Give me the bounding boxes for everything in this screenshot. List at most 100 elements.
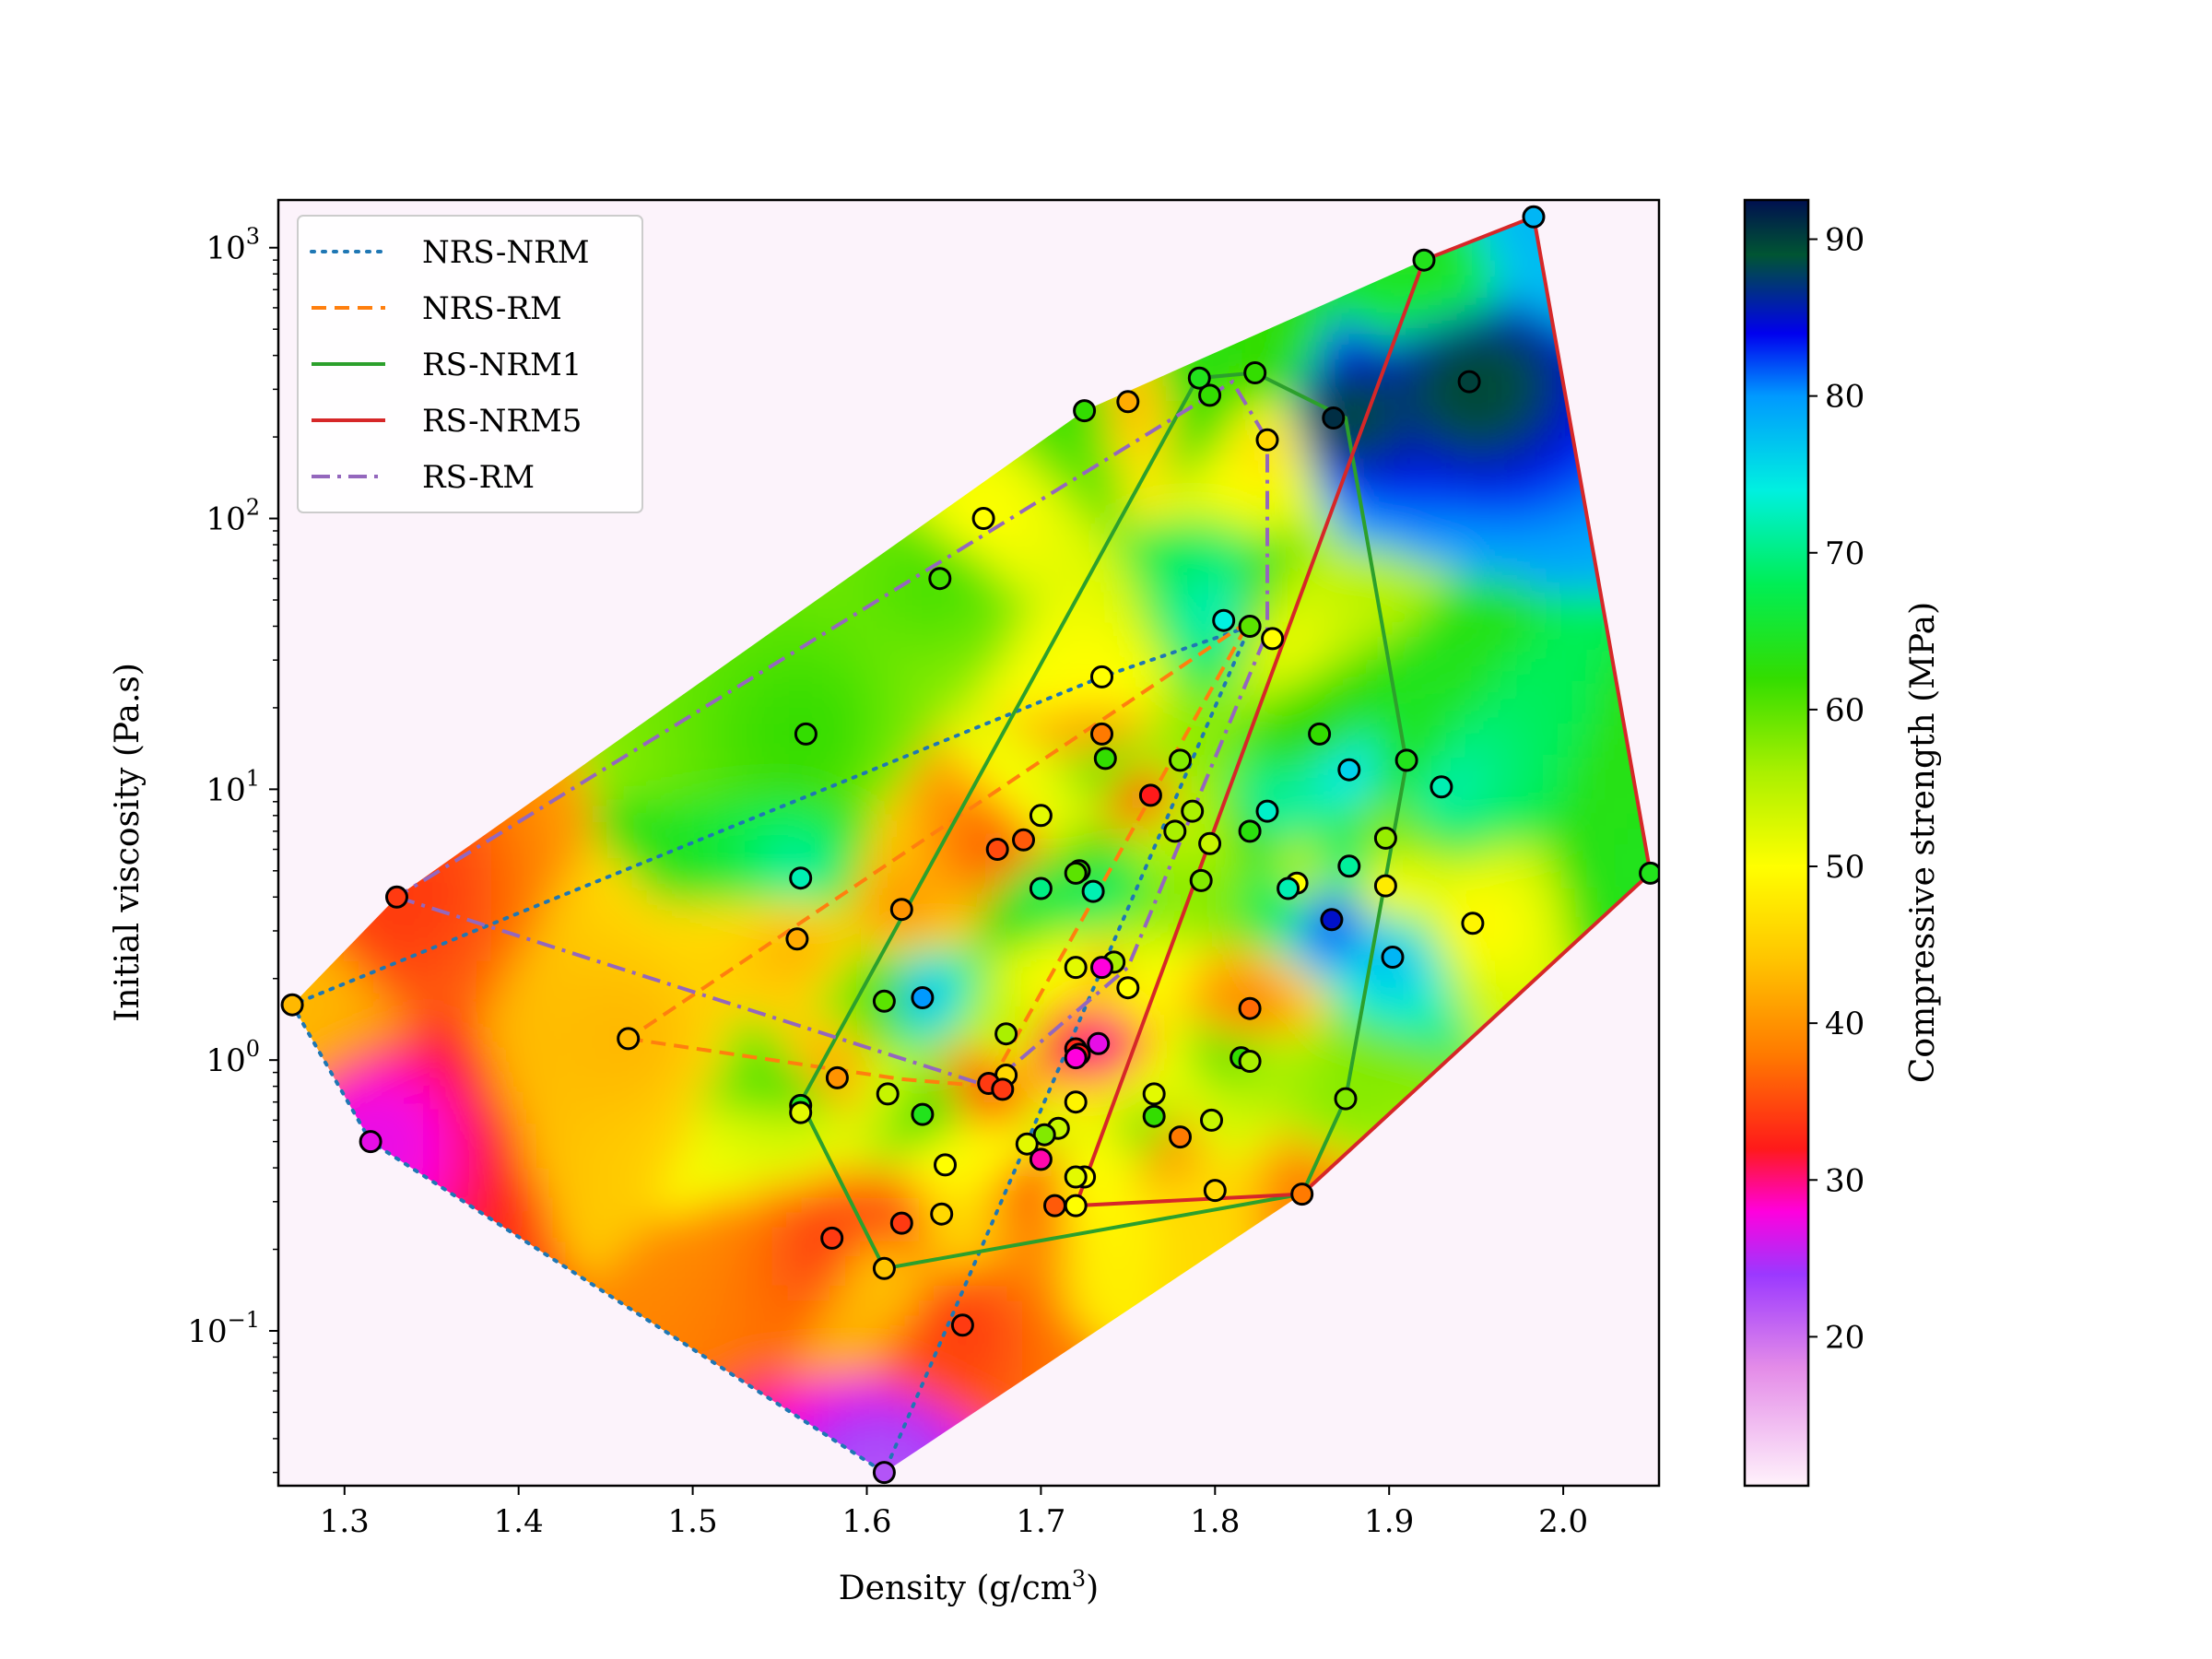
legend-label-rs-nrm5: RS-NRM5 [422,403,582,440]
y-tick-label: 100 [206,1036,260,1079]
data-point [1198,383,1222,407]
data-point [1412,248,1436,272]
x-tick-label: 1.8 [1190,1503,1240,1540]
data-point [785,927,809,951]
y-tick-label: 103 [206,224,260,267]
data-point [359,1130,382,1154]
x-tick-label: 1.4 [494,1503,544,1540]
data-point [1116,976,1140,1000]
data-point [1277,877,1300,900]
data-point [789,1100,813,1124]
data-point [1373,874,1397,898]
data-point [1203,1179,1227,1203]
y-tick-label: 101 [206,765,260,808]
data-point [876,1082,900,1106]
x-axis: 1.3 1.4 1.5 1.6 1.7 1.8 1.9 2.0 [320,1486,1588,1540]
data-point [1029,1147,1053,1171]
data-point [1255,799,1279,823]
data-point [1012,828,1035,852]
x-tick-label: 1.9 [1364,1503,1414,1540]
data-point [1015,1132,1039,1156]
data-point [1064,1165,1088,1189]
data-point [1243,361,1267,384]
data-point [1394,748,1418,772]
colorbar-tick-label: 70 [1825,535,1865,572]
data-point [1064,861,1088,885]
data-point [280,993,304,1017]
data-point [794,722,818,746]
data-point [1457,370,1481,394]
colorbar-tick-label: 30 [1825,1162,1865,1199]
colorbar-tick-label: 20 [1825,1319,1865,1356]
data-point [872,1256,896,1280]
data-point [1081,879,1105,903]
data-point [1238,1050,1262,1073]
hull-line-rs-rm [395,379,1269,1088]
data-point [1373,826,1397,850]
data-point [1064,1090,1088,1114]
data-point [1320,908,1344,932]
data-point [872,1461,896,1485]
data-point [950,1313,974,1337]
data-point [1198,831,1222,855]
data-point [820,1226,844,1250]
y-tick-label: 10−1 [187,1307,260,1350]
data-point [911,986,935,1009]
data-point [1639,861,1659,885]
colorbar-scale [1743,198,1810,1488]
data-point [1381,946,1405,969]
data-point [1064,1046,1088,1070]
colorbar-title: Compressive strength (MPa) [1904,602,1942,1083]
x-tick-label: 1.7 [1016,1503,1065,1540]
data-point [1238,819,1262,843]
data-point [1032,1123,1056,1147]
x-tick-label: 2.0 [1538,1503,1588,1540]
colorbar-tick-label: 50 [1825,849,1865,886]
data-point [1073,399,1097,423]
data-point [1093,747,1117,771]
colorbar-tick-label: 90 [1825,222,1865,259]
data-point [385,885,408,909]
x-axis-title: Density (g/cm3) [839,1566,1099,1607]
data-point [1308,722,1332,746]
colorbar-tick-label: 40 [1825,1006,1865,1042]
data-point [1238,615,1262,638]
data-point [1087,1031,1111,1055]
data-point [985,838,1009,861]
data-point [1187,366,1211,390]
data-point [991,1077,1015,1101]
data-point [1181,799,1205,823]
data-point [971,507,995,530]
data-point [1029,877,1053,900]
data-point [1322,406,1346,429]
data-point [1163,819,1187,843]
data-point [911,1102,935,1126]
y-axis: 10−1 100 101 102 103 [187,224,278,1474]
colorbar: 20 30 40 50 60 70 80 90 Compressive strength (M… [1743,198,1942,1488]
data-point [1238,996,1262,1020]
data-point [1337,758,1361,782]
legend: NRS-NRM NRS-RM RS-NRM1 RS-NRM5 RS-RM [297,215,643,513]
hull-line-rs-nrm5 [1074,214,1653,1208]
data-point [1138,783,1162,807]
data-point [1064,956,1088,980]
legend-label-rs-nrm1: RS-NRM1 [422,347,582,383]
data-point [1169,748,1192,772]
data-point [1200,1108,1223,1132]
data-point [617,1027,641,1051]
x-tick-label: 1.5 [668,1503,718,1540]
data-point [1169,1125,1192,1149]
legend-label-nrs-nrm: NRS-NRM [422,234,590,271]
legend-label-nrs-rm: NRS-RM [422,290,562,327]
data-point [1212,608,1236,632]
data-point [1116,390,1140,414]
data-point [930,1202,954,1226]
x-axis-title-superscript: 3 [1072,1566,1086,1592]
data-point [889,898,913,922]
data-point [994,1022,1018,1046]
data-point [1142,1082,1166,1106]
colorbar-tick-label: 80 [1825,379,1865,416]
data-point [1290,1182,1314,1206]
data-point [1189,868,1213,892]
